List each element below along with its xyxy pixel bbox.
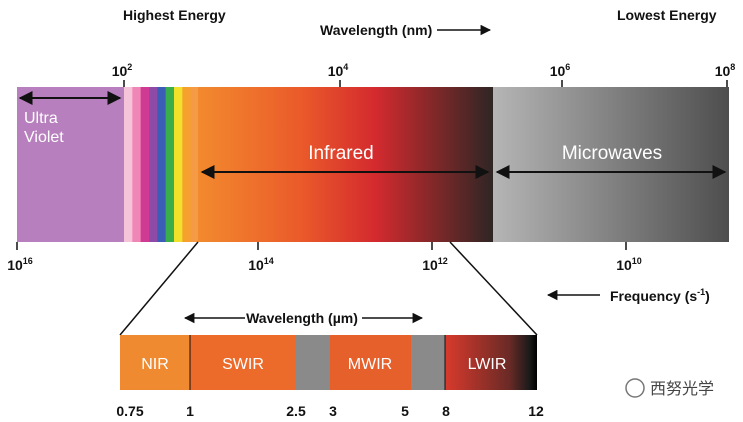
wavelength-um-label: Wavelength (µm) bbox=[246, 310, 358, 326]
detail-tick: 8 bbox=[442, 403, 450, 419]
frequency-end: ) bbox=[705, 288, 710, 304]
visible-stripe bbox=[157, 87, 167, 242]
uv-label: Ultra bbox=[24, 110, 58, 127]
frequency-tick-base: 10 bbox=[422, 257, 438, 273]
frequency-tick-base: 10 bbox=[248, 257, 264, 273]
frequency-tick-base: 10 bbox=[7, 257, 23, 273]
frequency-tick: 1010 bbox=[616, 256, 642, 273]
wavelength-tick-base: 10 bbox=[550, 63, 566, 79]
detail-tick: 5 bbox=[401, 403, 409, 419]
wavelength-tick: 102 bbox=[112, 62, 133, 79]
zoom-line bbox=[449, 241, 538, 336]
visible-stripe bbox=[124, 87, 133, 242]
visible-stripe bbox=[190, 87, 200, 242]
region-label: LWIR bbox=[468, 356, 507, 373]
gap-region bbox=[296, 335, 330, 390]
detail-tick: 0.75 bbox=[116, 403, 143, 419]
wavelength-tick-base: 10 bbox=[112, 63, 128, 79]
lowest-energy: Lowest Energy bbox=[617, 7, 717, 23]
detail-tick: 12 bbox=[528, 403, 544, 419]
frequency-label: Frequency (s-1) bbox=[610, 287, 710, 304]
uv-band bbox=[17, 87, 124, 242]
mwir-region bbox=[330, 335, 411, 390]
visible-stripe bbox=[174, 87, 183, 242]
region-label: SWIR bbox=[222, 356, 264, 373]
wavelength-tick-base: 10 bbox=[715, 63, 731, 79]
frequency-tick: 1012 bbox=[422, 256, 448, 273]
detail-tick: 1 bbox=[186, 403, 194, 419]
frequency-tick: 1016 bbox=[7, 256, 33, 273]
wavelength-tick: 106 bbox=[550, 62, 571, 79]
frequency-tick-base: 10 bbox=[616, 257, 632, 273]
uv-label: Violet bbox=[24, 129, 64, 146]
wavelength-tick-exp: 4 bbox=[343, 62, 348, 72]
region-label: MWIR bbox=[348, 356, 392, 373]
watermark-icon bbox=[625, 378, 645, 398]
lwir-region bbox=[445, 335, 537, 390]
watermark: 西努光学 bbox=[650, 380, 714, 398]
microwave-band bbox=[493, 87, 729, 242]
frequency-tick-exp: 14 bbox=[264, 256, 274, 266]
visible-stripe bbox=[132, 87, 142, 242]
frequency-tick-exp: 10 bbox=[632, 256, 642, 266]
wavelength-tick-exp: 2 bbox=[127, 62, 132, 72]
frequency-tick: 1014 bbox=[248, 256, 274, 273]
visible-stripe bbox=[140, 87, 150, 242]
swir-region bbox=[190, 335, 296, 390]
highest-energy: Highest Energy bbox=[123, 7, 226, 23]
visible-stripe bbox=[182, 87, 192, 242]
visible-band bbox=[124, 87, 200, 242]
frequency-exp: -1 bbox=[697, 287, 705, 297]
wavelength-nm-label: Wavelength (nm) bbox=[320, 22, 432, 38]
visible-stripe bbox=[165, 87, 175, 242]
wavelength-tick-exp: 6 bbox=[565, 62, 570, 72]
gap-region bbox=[411, 335, 445, 390]
wavelength-tick: 108 bbox=[715, 62, 736, 79]
frequency-tick-exp: 12 bbox=[438, 256, 448, 266]
detail-tick: 3 bbox=[329, 403, 337, 419]
wavelength-tick-base: 10 bbox=[328, 63, 344, 79]
detail-tick: 2.5 bbox=[286, 403, 306, 419]
visible-stripe bbox=[149, 87, 158, 242]
zoom-line bbox=[119, 241, 199, 336]
nir-region bbox=[120, 335, 190, 390]
frequency-tick-exp: 16 bbox=[23, 256, 33, 266]
microwaves-label: Microwaves bbox=[562, 143, 662, 164]
wavelength-tick: 104 bbox=[328, 62, 349, 79]
frequency-text: Frequency (s bbox=[610, 288, 697, 304]
infrared-band bbox=[198, 87, 493, 242]
region-label: NIR bbox=[141, 356, 169, 373]
infrared-label: Infrared bbox=[308, 143, 373, 164]
wavelength-tick-exp: 8 bbox=[730, 62, 735, 72]
